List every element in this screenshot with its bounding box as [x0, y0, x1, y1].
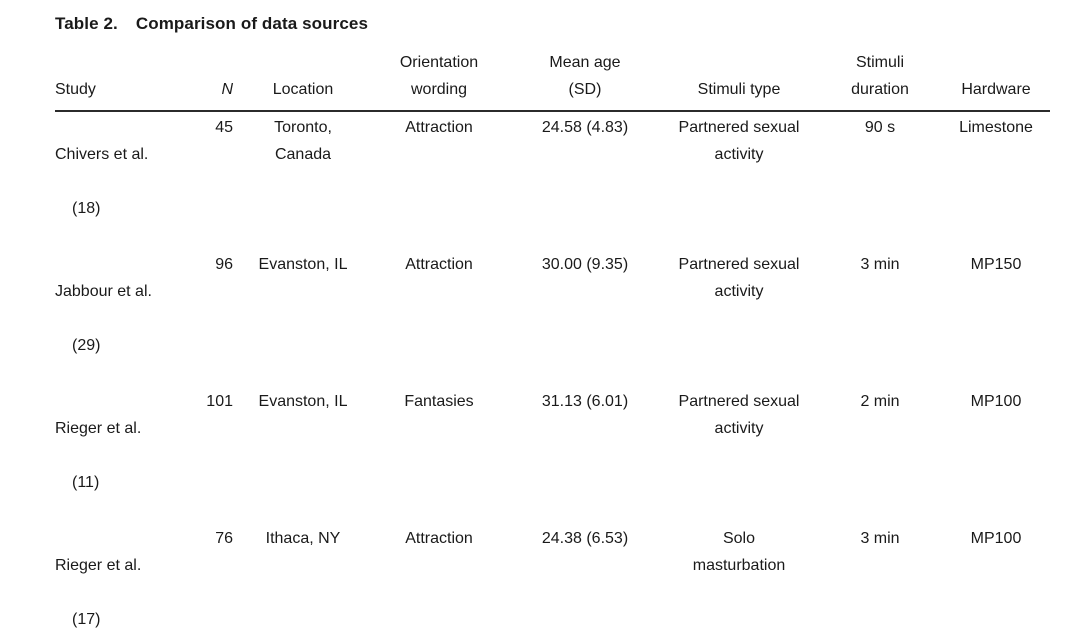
cell-stimuli-type: Partnered sexual activity: [678, 256, 800, 300]
cell-mean-age: 24.58 (4.83): [541, 119, 629, 136]
col-header-location: Location: [238, 49, 368, 112]
cell-hardware: MP150: [970, 256, 1022, 273]
col-header-orientation-wording: Orientation wording: [368, 49, 510, 112]
table-caption: Comparison of data sources: [135, 14, 368, 33]
cell-hardware: Limestone: [959, 119, 1033, 136]
table-title: Table 2. Comparison of data sources: [55, 12, 1050, 36]
col-header-mean-age: Mean age (SD): [510, 49, 660, 112]
cell-orientation: Attraction: [405, 530, 473, 547]
cell-orientation: Fantasies: [404, 393, 474, 410]
table-number: Table 2.: [55, 14, 118, 33]
cell-location: Evanston, IL: [258, 256, 348, 273]
study-citation: Rieger et al.: [55, 557, 142, 574]
cell-stimuli-type: Partnered sexual activity: [678, 393, 800, 437]
cell-study: Rieger et al. (11): [55, 386, 180, 523]
cell-study: Jabbour et al. (29): [55, 249, 180, 386]
cell-duration: 3 min: [860, 256, 900, 273]
study-citation: Jabbour et al.: [55, 283, 152, 300]
col-header-n: N: [180, 49, 238, 112]
study-reference-number: (18): [72, 200, 101, 217]
cell-location: Toronto, Canada: [274, 119, 332, 163]
cell-hardware: MP100: [970, 393, 1022, 410]
cell-mean-age: 31.13 (6.01): [541, 393, 629, 410]
col-header-hardware: Hardware: [942, 49, 1050, 112]
cell-orientation: Attraction: [405, 119, 473, 136]
cell-mean-age: 30.00 (9.35): [541, 256, 629, 273]
cell-study: Chivers et al. (18): [55, 111, 180, 249]
cell-duration: 2 min: [860, 393, 900, 410]
header-row: Study N Location Orientation wording Mea…: [55, 49, 1050, 112]
cell-n: 45: [215, 119, 233, 136]
cell-orientation: Attraction: [405, 256, 473, 273]
cell-duration: 90 s: [864, 119, 896, 136]
cell-location: Ithaca, NY: [265, 530, 341, 547]
table-row: Jabbour et al. (29) 96 Evanston, IL Attr…: [55, 249, 1050, 386]
study-reference-number: (29): [72, 337, 101, 354]
cell-duration: 3 min: [860, 530, 900, 547]
col-header-study: Study: [55, 49, 180, 112]
study-citation: Chivers et al.: [55, 146, 149, 163]
table-row: Chivers et al. (18) 45 Toronto, Canada A…: [55, 111, 1050, 249]
cell-n: 76: [215, 530, 233, 547]
cell-n: 101: [206, 393, 233, 410]
table-row: Rieger et al. (11) 101 Evanston, IL Fant…: [55, 386, 1050, 523]
table-row: Rieger et al. (17) 76 Ithaca, NY Attract…: [55, 523, 1050, 641]
cell-study: Rieger et al. (17): [55, 523, 180, 641]
cell-stimuli-type: Partnered sexual activity: [678, 119, 800, 163]
data-sources-table: Study N Location Orientation wording Mea…: [55, 49, 1050, 641]
cell-mean-age: 24.38 (6.53): [541, 530, 629, 547]
study-reference-number: (17): [72, 611, 101, 628]
study-citation: Rieger et al.: [55, 420, 142, 437]
col-header-stimuli-duration: Stimuli duration: [818, 49, 942, 112]
col-header-stimuli-type: Stimuli type: [660, 49, 818, 112]
cell-location: Evanston, IL: [258, 393, 348, 410]
cell-hardware: MP100: [970, 530, 1022, 547]
study-reference-number: (11): [72, 474, 100, 491]
cell-stimuli-type: Solo masturbation: [692, 530, 786, 574]
cell-n: 96: [215, 256, 233, 273]
